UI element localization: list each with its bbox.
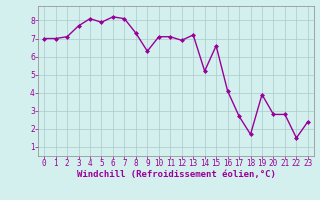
X-axis label: Windchill (Refroidissement éolien,°C): Windchill (Refroidissement éolien,°C) bbox=[76, 170, 276, 179]
